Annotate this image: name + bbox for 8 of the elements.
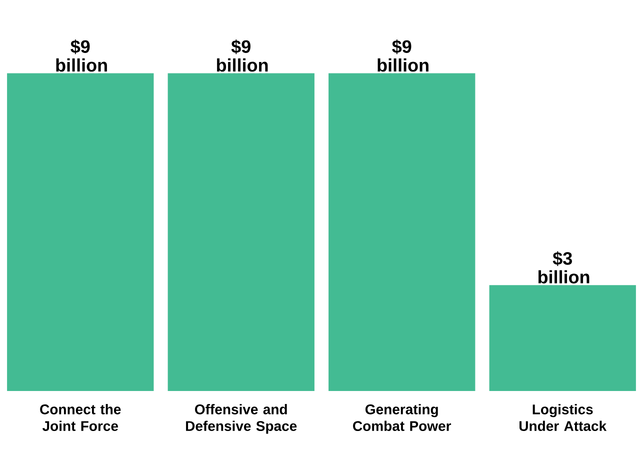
data-label: $9 billion: [56, 39, 107, 72]
x-tick-label: Offensive and Defensive Space: [186, 404, 297, 434]
x-tick-label: Connect the Joint Force: [40, 404, 121, 432]
data-label: $9 billion: [216, 39, 268, 72]
x-tick-label: Generating Combat Power: [353, 404, 452, 432]
data-label: $9 billion: [378, 39, 428, 72]
data-label: $3 billion: [538, 251, 590, 284]
x-tick-label: Logistics Under Attack: [520, 404, 607, 432]
